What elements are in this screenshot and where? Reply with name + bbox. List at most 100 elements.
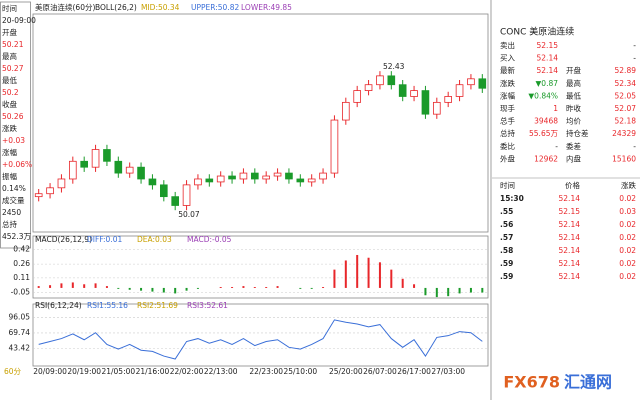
info-sidebar: [0, 1, 31, 249]
info-label: 最低: [2, 75, 17, 85]
info-value: 2450: [2, 208, 21, 217]
quote-value: ▼0.84%: [528, 91, 558, 100]
panel-title: MACD(26,12,9): [35, 235, 92, 244]
trade-cell: .56: [500, 220, 513, 229]
macd-bar: [117, 287, 120, 289]
macd-bar: [299, 287, 302, 289]
candle-body: [137, 166, 145, 180]
candle-body: [239, 172, 248, 180]
macd-bar: [105, 286, 108, 288]
info-label: 最高: [2, 51, 17, 61]
macd-bar: [447, 287, 450, 297]
trades-header: 涨跌: [621, 180, 636, 190]
macd-bar: [60, 283, 63, 288]
candle-body: [182, 184, 191, 206]
info-label: 成交量: [2, 195, 25, 205]
y-tick-label: 69.74: [9, 328, 31, 337]
macd-bar: [151, 287, 154, 292]
candle-body: [228, 175, 236, 180]
trade-cell: .59: [500, 272, 513, 281]
macd-bar: [435, 287, 438, 298]
trade-cell: 0.02: [619, 259, 636, 268]
macd-bar: [83, 284, 86, 288]
quote-label: 均价: [566, 116, 581, 126]
candle-body: [103, 149, 111, 162]
legend-entry: MACD:-0.05: [187, 235, 232, 244]
macd-bar: [458, 287, 461, 294]
legend-entry: LOWER:49.85: [241, 3, 292, 12]
candle-body: [330, 119, 339, 174]
trade-cell: 52.14: [559, 259, 581, 268]
macd-bar: [174, 287, 177, 294]
candle-body: [421, 90, 430, 115]
macd-bar: [94, 283, 97, 288]
x-tick-label: 20/09:00: [33, 367, 67, 376]
trade-cell: 52.14: [559, 194, 581, 203]
info-value: 50.26: [2, 112, 24, 121]
candle-body: [194, 178, 202, 186]
x-tick-label: 25/20:00: [329, 367, 363, 376]
quote-label: 最高: [566, 78, 581, 88]
candle-body: [353, 90, 361, 103]
candle-body: [319, 172, 327, 180]
quote-value: 15160: [612, 154, 636, 163]
quote-value: 24329: [612, 129, 636, 138]
trades-header: 时间: [500, 180, 515, 190]
candle-body: [307, 178, 316, 183]
logo-text: 汇通网: [564, 373, 612, 392]
info-label: 涨幅: [2, 147, 17, 157]
quote-value: 52.14: [537, 54, 559, 63]
quote-value: 52.05: [615, 91, 637, 100]
quote-value: 52.34: [615, 79, 637, 88]
quote-label: 现手: [500, 103, 515, 113]
trade-cell: 0.03: [619, 207, 636, 216]
trade-cell: 52.14: [559, 272, 581, 281]
macd-bar: [276, 286, 279, 288]
macd-bar: [310, 287, 313, 289]
candle-body: [364, 84, 373, 91]
quote-value: 12962: [534, 154, 558, 163]
legend-entry: MID:50.34: [141, 3, 180, 12]
macd-bar: [253, 287, 256, 288]
candle-body: [69, 160, 77, 180]
macd-bar: [469, 287, 472, 293]
x-tick-label: 22/23:00: [249, 367, 283, 376]
trade-cell: .55: [500, 207, 513, 216]
info-value: 50.21: [2, 40, 24, 49]
macd-panel: [32, 235, 489, 299]
quote-value: 52.18: [615, 117, 637, 126]
macd-bar: [71, 282, 74, 288]
quote-label: 最低: [566, 90, 581, 100]
trade-cell: 52.15: [559, 207, 581, 216]
x-tick-label: 20/19:00: [67, 367, 101, 376]
trade-cell: 52.14: [559, 246, 581, 255]
info-label: 收盘: [2, 99, 17, 109]
candle-body: [478, 78, 487, 89]
quote-label: 涨跌: [500, 78, 515, 88]
info-value: 50.2: [2, 88, 19, 97]
y-tick-label: -0.05: [11, 288, 31, 297]
quote-title: CONC 美原油连续: [500, 26, 574, 38]
candle-body: [125, 166, 134, 174]
candle-body: [432, 101, 441, 115]
macd-bar: [424, 287, 427, 296]
candle-body: [285, 172, 293, 180]
info-value: 452.3万: [2, 232, 31, 241]
candle-body: [250, 172, 259, 180]
quote-value: 1: [553, 104, 558, 113]
candle-body: [341, 101, 350, 121]
macd-bar: [333, 269, 336, 288]
candle-body: [159, 184, 168, 198]
quote-label: 总持: [500, 128, 515, 138]
candle-body: [205, 178, 214, 183]
x-tick-label: 21/05:00: [101, 367, 135, 376]
macd-bar: [356, 254, 359, 288]
legend-entry: DEA:0.03: [137, 235, 172, 244]
candle-body: [467, 78, 475, 86]
info-value: 50.27: [2, 64, 24, 73]
macd-bar: [413, 284, 416, 288]
quote-value: 52.89: [615, 66, 637, 75]
quote-value: -: [555, 142, 558, 151]
quote-label: 持仓差: [566, 128, 589, 138]
